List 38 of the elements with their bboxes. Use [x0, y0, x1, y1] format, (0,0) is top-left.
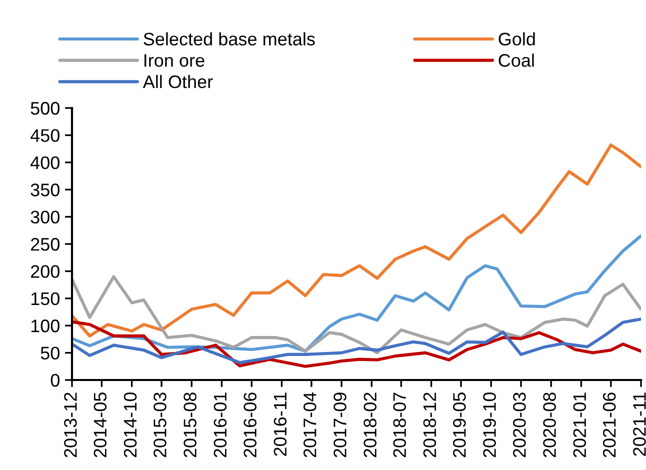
x-tick-label: 2014-10	[124, 392, 137, 458]
x-tick-label: 2017-04	[304, 392, 316, 458]
x-tick-label: 2018-07	[393, 392, 406, 458]
x-tick-label: 2018-12	[423, 392, 436, 458]
x-tick-label: 2015-08	[184, 392, 196, 458]
legend-label: Coal	[498, 54, 534, 67]
x-tick-label: 2021-06	[602, 392, 616, 458]
legend-label: All Other	[142, 74, 213, 88]
x-tick-label: 2021-11	[633, 392, 646, 456]
x-tick-label: 2019-10	[483, 392, 496, 458]
y-tick-label: 100	[31, 320, 60, 332]
x-tick-label: 2020-08	[543, 392, 556, 458]
y-tick-label: 50	[40, 346, 60, 360]
legend-label: Gold	[498, 32, 535, 46]
x-tick-label: 2014-05	[94, 392, 107, 458]
x-tick-label: 2016-01	[214, 392, 227, 458]
y-tick-label: 450	[30, 129, 60, 142]
line-series	[72, 275, 641, 354]
x-tick-label: 2015-03	[154, 392, 166, 458]
x-tick-label: 2021-01	[573, 392, 586, 458]
y-tick-label: 400	[30, 156, 60, 170]
x-tick-label: 2020-03	[513, 392, 526, 458]
y-tick-label: 150	[31, 292, 60, 306]
x-tick-label: 2013-12	[64, 392, 77, 458]
y-tick-label: 200	[30, 265, 60, 278]
x-tick-label: 2016-06	[244, 392, 256, 458]
x-tick-label: 2019-05	[453, 392, 466, 458]
x-tick-label: 2018-02	[364, 392, 376, 458]
y-tick-label: 300	[30, 210, 60, 224]
line-series	[72, 143, 641, 338]
y-tick-label: 250	[30, 238, 60, 251]
y-tick-label: 500	[30, 102, 60, 115]
x-tick-label: 2017-09	[334, 392, 346, 458]
legend-label: Iron ore	[144, 54, 204, 67]
y-tick-label: 0	[50, 374, 60, 387]
y-tick-label: 350	[30, 184, 60, 196]
legend-label: Selected base metals	[144, 32, 315, 46]
x-tick-label: 2016-11	[274, 392, 287, 456]
